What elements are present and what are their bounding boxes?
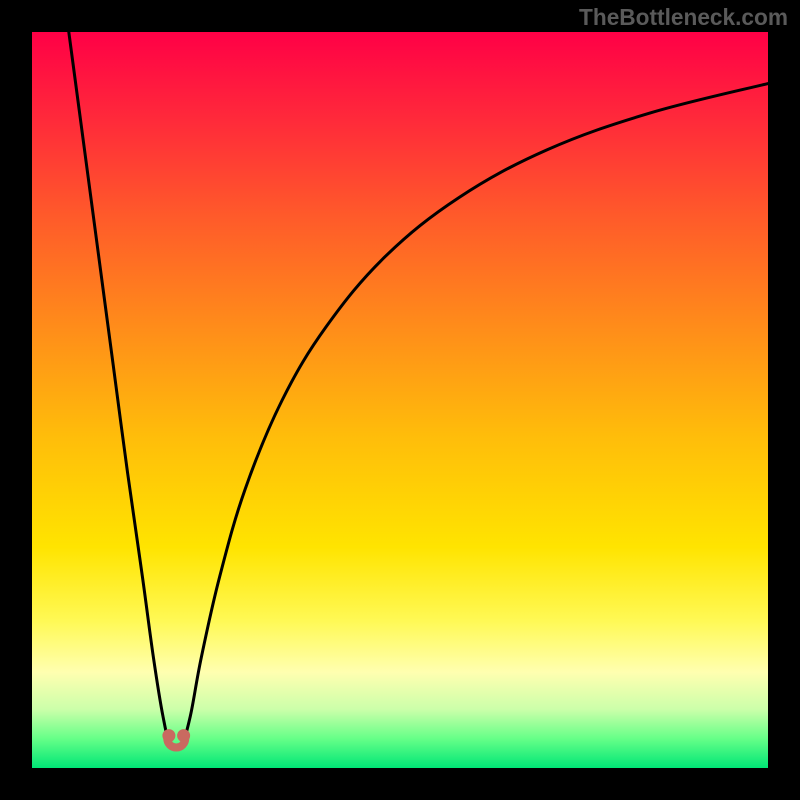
plot-svg [32, 32, 768, 768]
chart-container: TheBottleneck.com [0, 0, 800, 800]
watermark-text: TheBottleneck.com [579, 4, 788, 31]
plot-area [32, 32, 768, 768]
minimum-marker-1 [177, 729, 190, 742]
gradient-background [32, 32, 768, 768]
minimum-marker-0 [162, 729, 175, 742]
